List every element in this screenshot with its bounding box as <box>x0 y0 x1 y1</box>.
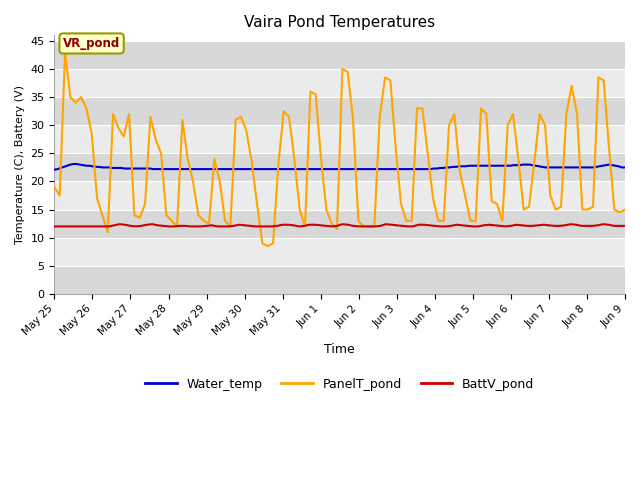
Bar <box>54 181 625 210</box>
Bar <box>54 210 625 238</box>
Bar <box>54 69 625 97</box>
Bar <box>54 153 625 181</box>
Legend: Water_temp, PanelT_pond, BattV_pond: Water_temp, PanelT_pond, BattV_pond <box>140 372 539 396</box>
Y-axis label: Temperature (C), Battery (V): Temperature (C), Battery (V) <box>15 85 25 244</box>
X-axis label: Time: Time <box>324 343 355 356</box>
Bar <box>54 238 625 266</box>
Title: Vaira Pond Temperatures: Vaira Pond Temperatures <box>244 15 435 30</box>
Bar <box>54 125 625 153</box>
Text: VR_pond: VR_pond <box>63 37 120 50</box>
Bar <box>54 41 625 69</box>
Bar <box>54 266 625 294</box>
Bar <box>54 97 625 125</box>
